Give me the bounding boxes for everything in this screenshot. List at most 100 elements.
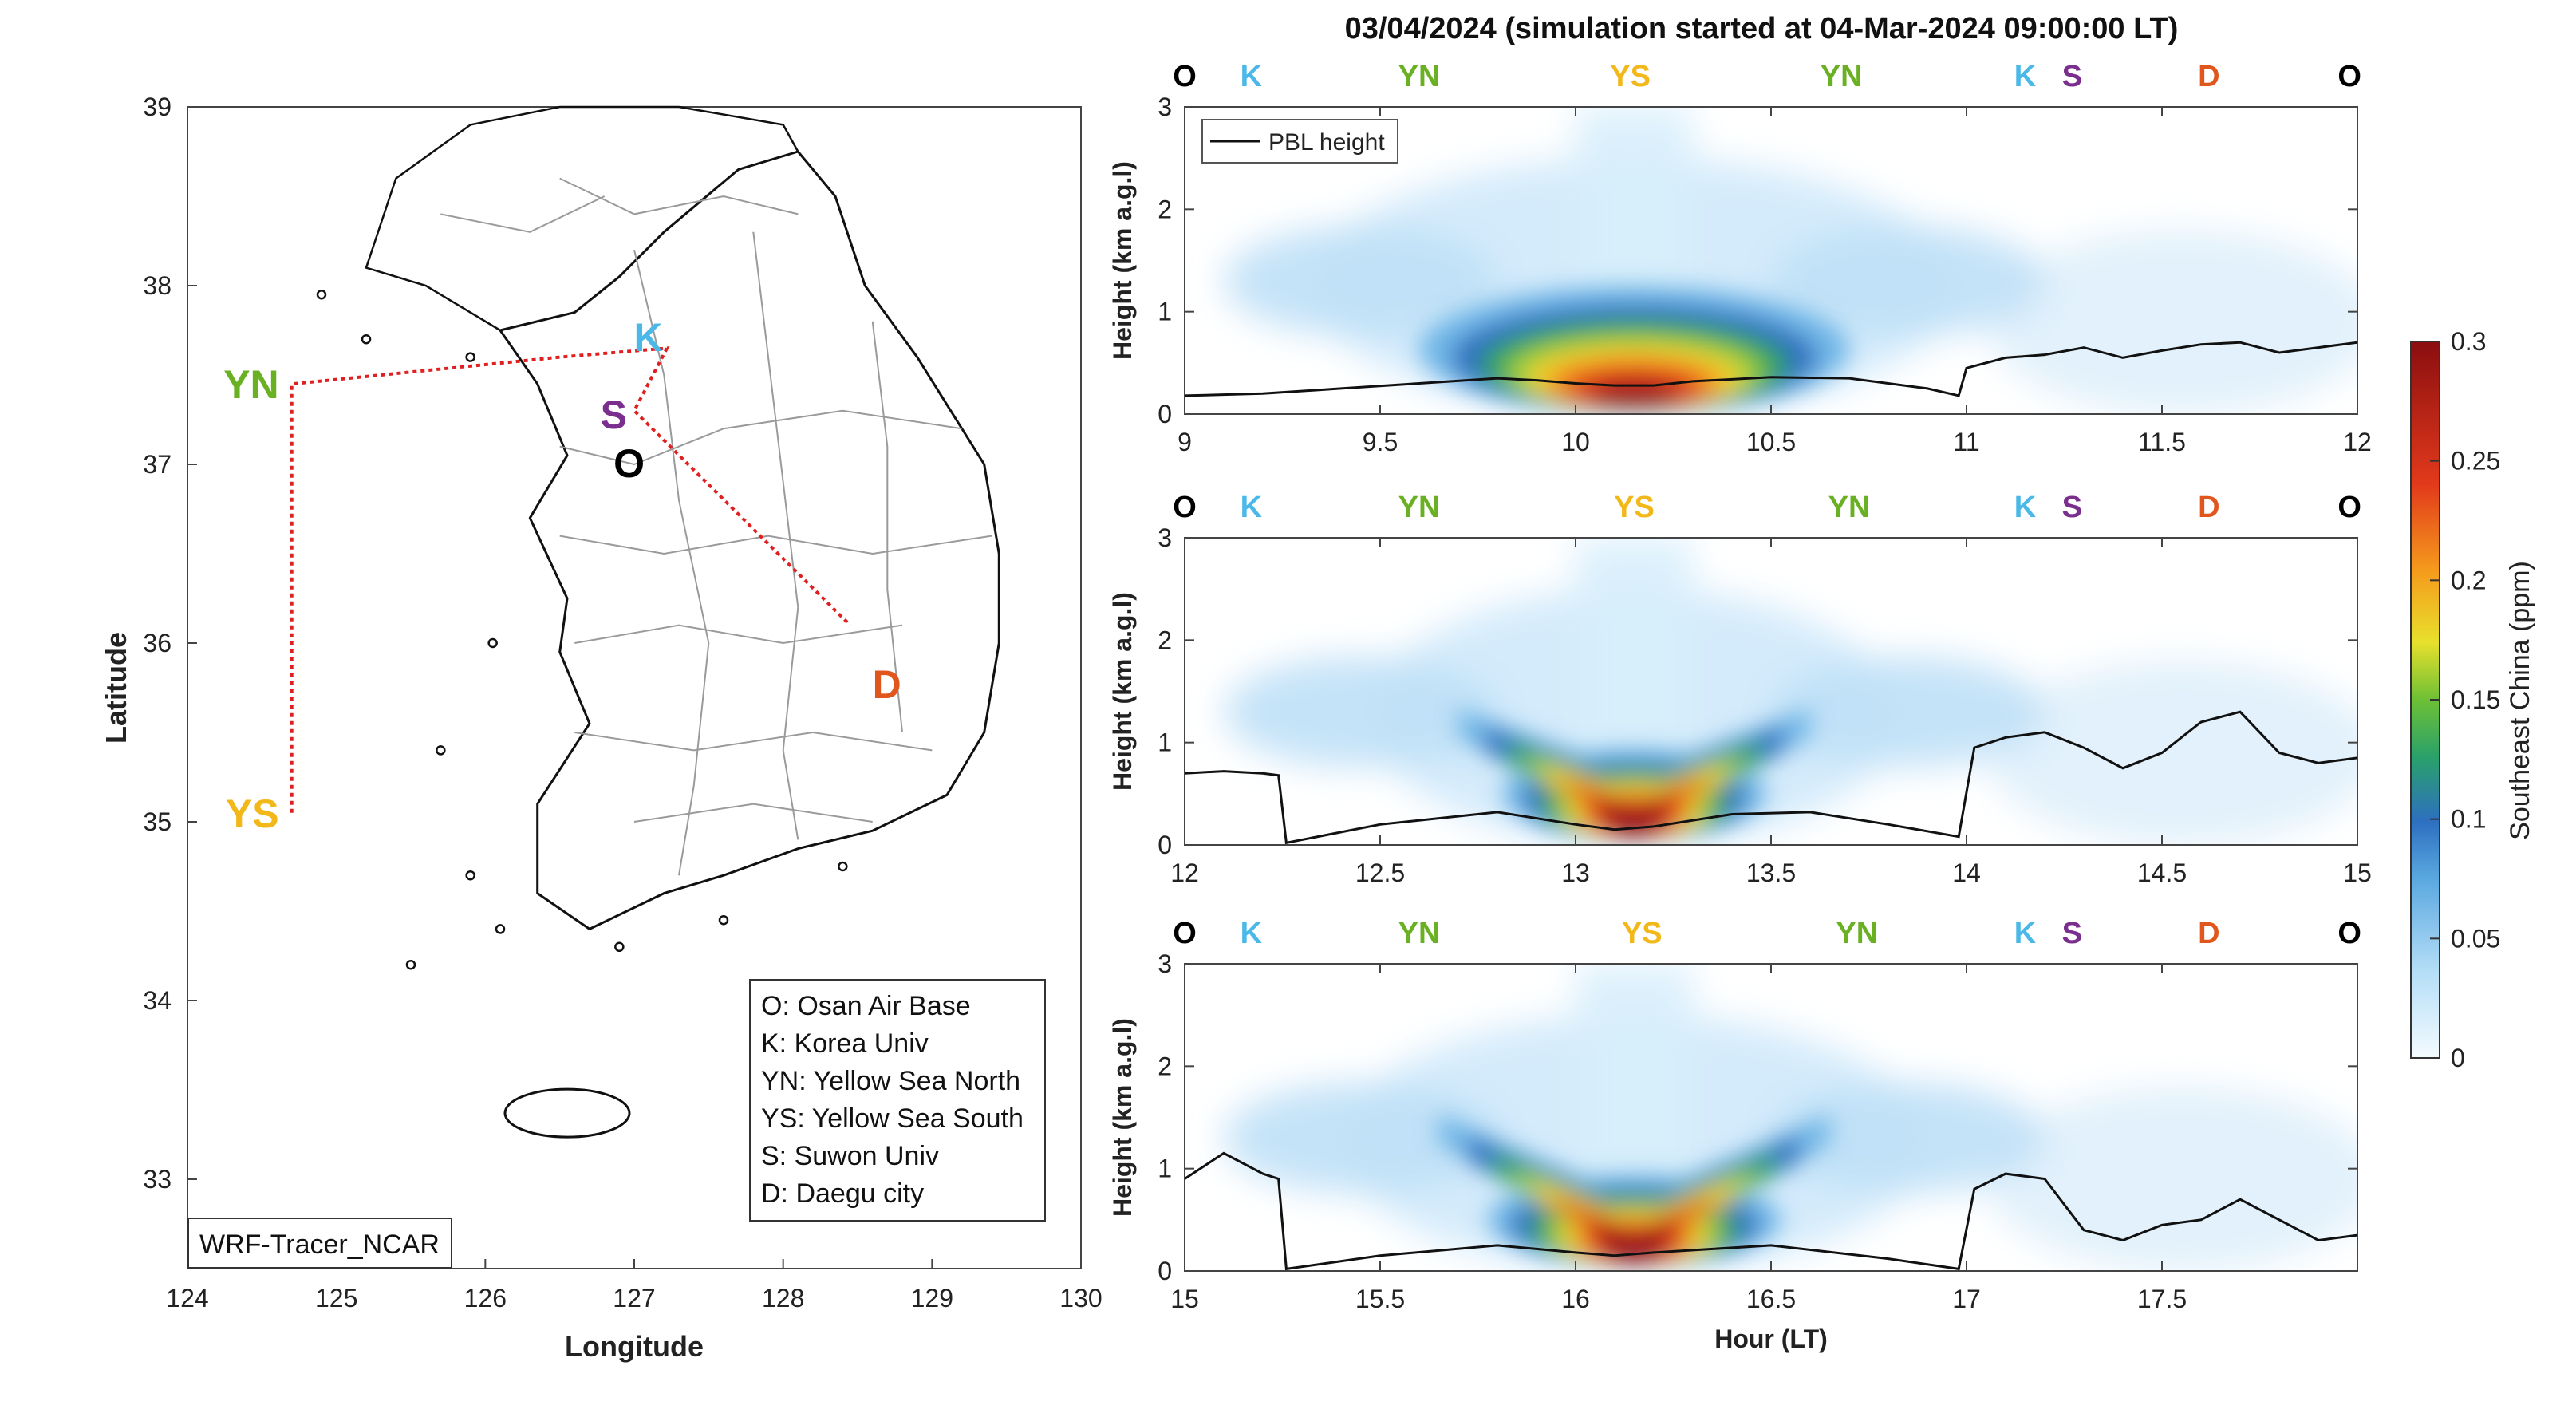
xtick-label: 17.5 — [2137, 1285, 2187, 1313]
island — [614, 941, 625, 953]
panel-ylabel: Height (km a.g.l) — [1108, 592, 1137, 791]
map-legend: O: Osan Air Base K: Korea Univ YN: Yellow … — [749, 979, 1046, 1222]
admin-boundary-line — [633, 803, 873, 823]
site-marker-yn: YN — [1398, 491, 1441, 524]
xtick-label: 15 — [1170, 1285, 1199, 1313]
site-marker-s: S — [2062, 491, 2082, 524]
site-marker-yn: YN — [1828, 491, 1871, 524]
site-marker-yn: YN — [1398, 917, 1441, 950]
ytick-label: 1 — [1158, 728, 1172, 757]
map-ytick-label: 36 — [143, 629, 172, 657]
xtick-label: 12.5 — [1355, 858, 1405, 887]
site-marker-yn: YN — [1836, 917, 1878, 950]
jeju-island — [503, 1087, 631, 1139]
island — [487, 637, 498, 649]
island — [361, 334, 372, 345]
haze-right-near — [1771, 656, 2045, 768]
model-label-box — [187, 1218, 452, 1269]
xtick-label: 10.5 — [1746, 428, 1796, 456]
site-marker-s: S — [2062, 917, 2082, 950]
map-xtick-label: 128 — [762, 1284, 804, 1312]
map-ytick-label: 38 — [143, 271, 172, 300]
plume-core — [1419, 286, 1849, 413]
map-xlabel: Longitude — [565, 1330, 704, 1363]
site-marker-ys: YS — [1610, 60, 1651, 93]
ytick-label: 0 — [1158, 831, 1172, 859]
plume-core — [1458, 708, 1810, 839]
admin-boundary-line — [633, 249, 710, 876]
xtick-label: 12 — [2343, 428, 2372, 456]
colorbar-label: Southeast China (ppm) — [2505, 561, 2535, 840]
site-marker-ys: YS — [1614, 491, 1655, 524]
panel-xlabel: Hour (LT) — [1714, 1324, 1828, 1353]
island — [465, 870, 475, 881]
transect-route — [290, 346, 852, 813]
island — [495, 924, 506, 934]
haze-right-near — [1771, 1082, 2045, 1194]
site-label-k: K — [634, 315, 663, 360]
site-marker-k: K — [1241, 60, 1263, 93]
ytick-label: 1 — [1158, 1155, 1172, 1183]
plume-layer — [1591, 381, 1678, 408]
site-marker-o: O — [1173, 917, 1197, 950]
ytick-label: 2 — [1158, 195, 1172, 223]
xtick-label: 11 — [1953, 428, 1979, 456]
colorbar-tick-label: 0.1 — [2451, 805, 2486, 834]
xtick-label: 16.5 — [1746, 1285, 1796, 1313]
site-marker-o: O — [2337, 60, 2361, 93]
site-marker-yn: YN — [1821, 60, 1863, 93]
site-marker-yn: YN — [1398, 60, 1441, 93]
site-marker-k: K — [2014, 491, 2037, 524]
map-legend-entry: S: Suwon Univ — [761, 1141, 939, 1171]
map-ytick-label: 39 — [143, 93, 172, 121]
site-marker-o: O — [2337, 491, 2361, 524]
xtick-label: 15 — [2343, 858, 2372, 887]
site-marker-k: K — [2014, 60, 2037, 93]
north-coastline — [365, 105, 799, 332]
site-label-yn: YN — [223, 362, 278, 407]
pbl-height-line — [1185, 341, 2357, 397]
xtick-label: 13 — [1561, 858, 1590, 887]
xtick-label: 14.5 — [2137, 858, 2187, 887]
site-marker-d: D — [2198, 60, 2219, 93]
xtick-label: 15.5 — [1355, 1285, 1405, 1313]
site-marker-k: K — [1241, 917, 1263, 950]
ytick-label: 0 — [1158, 400, 1172, 428]
ytick-label: 3 — [1158, 93, 1172, 121]
colorbar: Southeast China (ppm) 0 0.05 0.1 0.15 0.2 0.2… — [2410, 327, 2535, 1072]
map-xtick-label: 125 — [315, 1284, 357, 1312]
island — [718, 914, 729, 926]
site-label-ys: YS — [226, 791, 279, 836]
map-legend-entry: YN: Yellow Sea North — [761, 1066, 1020, 1096]
colorbar-tick-label: 0 — [2451, 1044, 2465, 1072]
map-xtick-label: 124 — [166, 1284, 208, 1312]
haze-right — [1986, 230, 2357, 414]
colorbar-tick-label: 0.3 — [2451, 327, 2486, 356]
colorbar-tick-label: 0.2 — [2451, 566, 2486, 594]
map-ytick-label: 33 — [143, 1165, 172, 1194]
xtick-label: 17 — [1952, 1285, 1981, 1313]
admin-boundary-line — [574, 624, 903, 645]
haze-right-near — [1771, 225, 2045, 337]
admin-boundary-line — [559, 177, 799, 215]
map-ylabel: Latitude — [100, 632, 132, 744]
map-legend-entry: K: Korea Univ — [761, 1028, 929, 1059]
admin-boundary-line — [752, 231, 799, 840]
map-panel: O KS D YN YS 124 125 126 127 128 129 130 33 34 35 36 37 3… — [100, 93, 1103, 1363]
colorbar-tick-label: 0.05 — [2451, 924, 2500, 953]
xtick-label: 11.5 — [2138, 428, 2186, 456]
map-ytick-label: 37 — [143, 450, 172, 479]
pbl-legend-label: PBL height — [1268, 129, 1385, 156]
ytick-label: 2 — [1158, 1052, 1172, 1080]
xtick-label: 9.5 — [1363, 428, 1398, 456]
map-xtick-label: 129 — [911, 1284, 953, 1312]
xtick-label: 16 — [1561, 1285, 1590, 1313]
pbl-height-line — [1185, 710, 2357, 845]
island — [436, 745, 446, 756]
